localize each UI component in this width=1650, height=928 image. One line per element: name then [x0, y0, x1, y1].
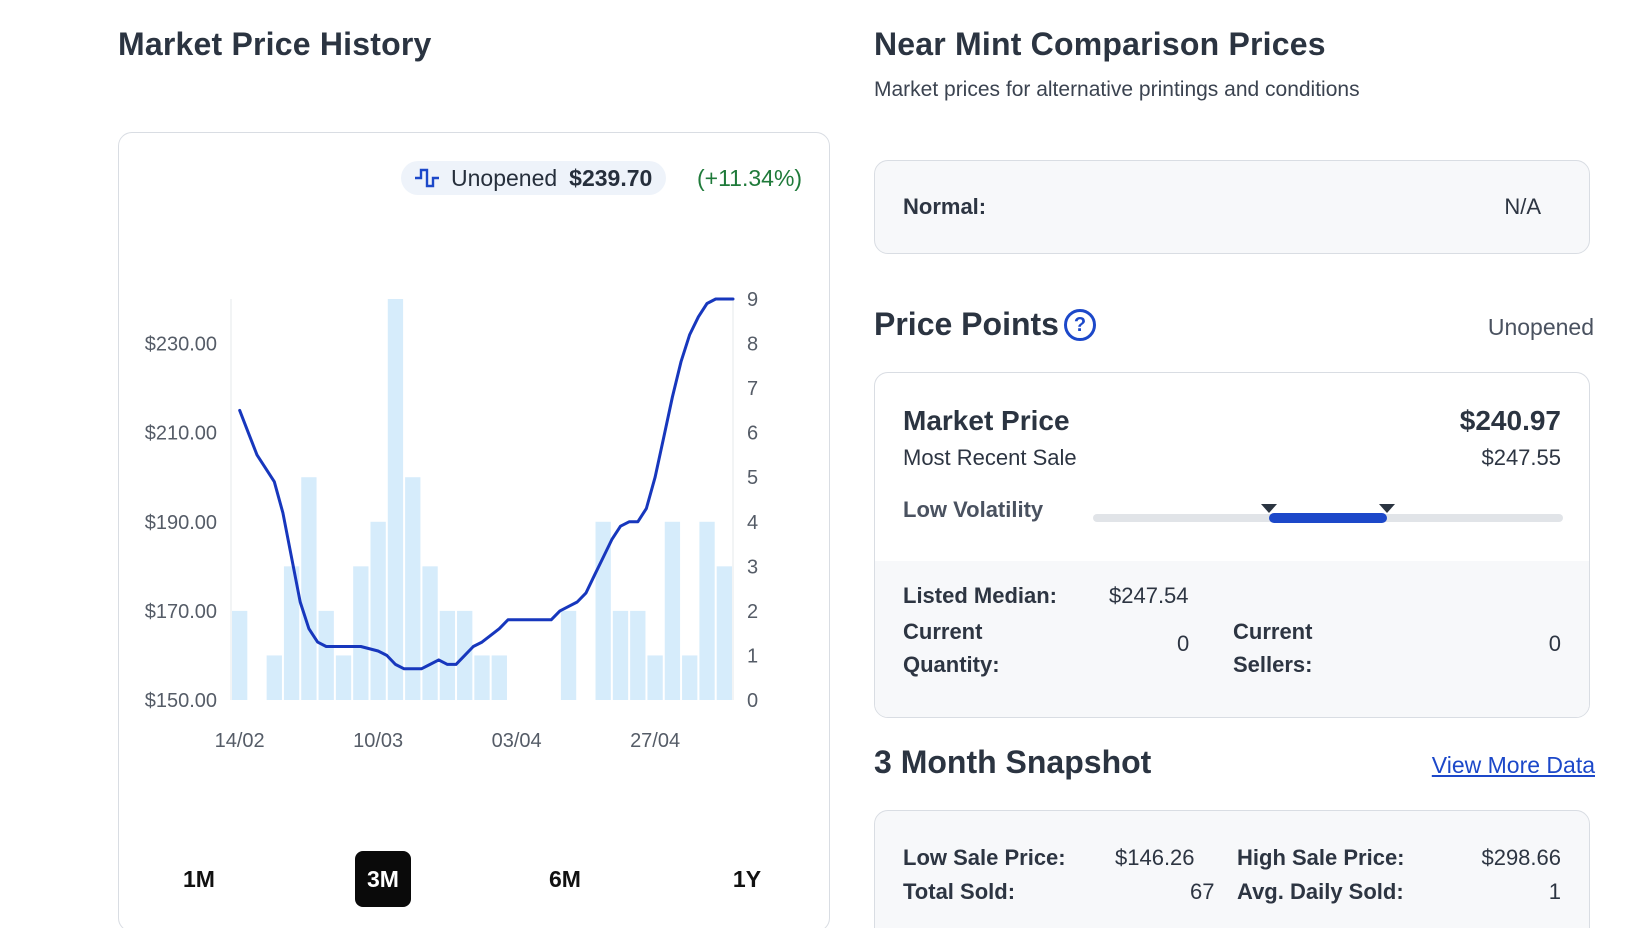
volume-bar: [422, 566, 438, 700]
normal-label: Normal:: [903, 194, 987, 219]
legend-change: (+11.34%): [697, 165, 803, 191]
timeframe-1y-button[interactable]: 1Y: [732, 865, 762, 892]
volume-bar: [387, 299, 404, 700]
price-points-condition: Unopened: [1487, 314, 1594, 340]
snapshot-title: 3 Month Snapshot: [874, 744, 1152, 780]
listed-median-value: $247.54: [1109, 583, 1189, 608]
timeframe-6m-button[interactable]: 6M: [549, 865, 581, 892]
timeframe-1m-button[interactable]: 1M: [183, 865, 215, 892]
y2-tick-label: 2: [747, 601, 758, 623]
listing-stats-section: [875, 561, 1589, 717]
volume-bar: [266, 655, 282, 700]
chart-legend[interactable]: Unopened $239.70: [401, 161, 667, 195]
avg-daily-value: 1: [1548, 879, 1561, 904]
x-tick-label: 10/03: [353, 730, 403, 752]
volume-bar: [318, 610, 334, 700]
price-history-chart[interactable]: $150.00 $170.00 $190.00 $210.00 $230.00 0 1 2 3 4…: [119, 133, 831, 833]
x-tick-label: 14/02: [215, 730, 265, 752]
price-points-title: Price Points: [874, 306, 1059, 342]
comparison-prices-title: Near Mint Comparison Prices: [874, 26, 1326, 62]
y-tick-label: $190.00: [145, 512, 217, 534]
y2-tick-label: 7: [747, 378, 758, 400]
price-line: [238, 297, 735, 671]
volatility-label: Low Volatility: [903, 497, 1044, 522]
y2-tick-label: 9: [747, 289, 758, 311]
price-history-card: Unopened $239.70 (+11.34%) $150.00 $170.0…: [118, 132, 830, 928]
y-tick-label: $230.00: [145, 334, 217, 356]
normal-value: N/A: [1504, 194, 1541, 219]
volume-bar: [612, 610, 629, 700]
recent-sale-value: $247.55: [1481, 445, 1561, 470]
x-tick-label: 27/04: [630, 730, 680, 752]
total-sold-label: Total Sold:: [903, 879, 1016, 904]
normal-price-card: Normal: N/A: [874, 160, 1590, 254]
y2-tick-label: 4: [747, 512, 758, 534]
x-tick-label: 03/04: [492, 730, 542, 752]
y-tick-label: $150.00: [145, 690, 217, 712]
avg-daily-label: Avg. Daily Sold:: [1237, 879, 1404, 904]
help-icon[interactable]: ?: [1064, 309, 1096, 341]
total-sold-value: 67: [1190, 879, 1215, 904]
timeframe-3m-button[interactable]: 3M: [355, 851, 411, 907]
current-sellers-value: 0: [1548, 631, 1561, 656]
volume-bar: [283, 566, 300, 700]
volume-bar: [664, 521, 681, 700]
volatility-range-fill: [1269, 513, 1387, 523]
high-sale-value: $298.66: [1481, 845, 1561, 870]
volume-bar: [682, 655, 698, 700]
volatility-low-marker-icon: [1261, 504, 1278, 513]
volume-bar: [630, 610, 646, 700]
y2-tick-label: 5: [747, 467, 758, 489]
volume-bar: [301, 477, 317, 700]
legend-label: Unopened: [451, 164, 558, 191]
volume-bar: [647, 655, 663, 700]
volume-bar: [716, 566, 732, 700]
y2-tick-label: 3: [747, 556, 758, 578]
volume-bar: [699, 521, 715, 700]
current-quantity-value: 0: [1177, 631, 1190, 656]
low-sale-value: $146.26: [1115, 845, 1195, 870]
volatility-high-marker-icon: [1378, 504, 1395, 513]
y2-tick-label: 8: [747, 334, 758, 356]
volume-bar: [232, 610, 248, 700]
price-line-icon: [415, 168, 439, 188]
volume-bar: [405, 477, 421, 700]
volume-bar: [353, 566, 369, 700]
volume-bar: [560, 610, 577, 700]
price-points-card: Market Price $240.97 Most Recent Sale $2…: [874, 372, 1590, 718]
y-tick-label: $170.00: [145, 601, 217, 623]
y2-tick-label: 6: [747, 423, 758, 445]
volume-bar: [439, 610, 456, 700]
snapshot-card: Low Sale Price: $146.26 High Sale Price:…: [874, 810, 1590, 928]
view-more-data-link[interactable]: View More Data: [1431, 752, 1595, 778]
current-quantity-label: Current Quantity:: [903, 619, 1000, 677]
volume-bar: [474, 655, 490, 700]
comparison-prices-subtitle: Market prices for alternative printings …: [874, 78, 1360, 101]
volatility-meter: [1093, 504, 1563, 523]
current-sellers-label: Current Sellers:: [1233, 619, 1313, 677]
low-sale-label: Low Sale Price:: [903, 845, 1066, 870]
volume-bar: [370, 521, 386, 700]
market-price-label: Market Price: [903, 405, 1070, 436]
listed-median-label: Listed Median:: [903, 583, 1058, 608]
y2-tick-label: 0: [747, 690, 758, 712]
legend-price: $239.70: [569, 164, 653, 191]
market-price-history-title: Market Price History: [118, 26, 432, 62]
market-price-value: $240.97: [1459, 405, 1561, 436]
y2-tick-label: 1: [747, 645, 758, 667]
high-sale-label: High Sale Price:: [1237, 845, 1405, 870]
recent-sale-label: Most Recent Sale: [903, 445, 1077, 470]
volume-bar: [335, 655, 352, 700]
volume-bar: [491, 655, 507, 700]
y-tick-label: $210.00: [145, 423, 217, 445]
